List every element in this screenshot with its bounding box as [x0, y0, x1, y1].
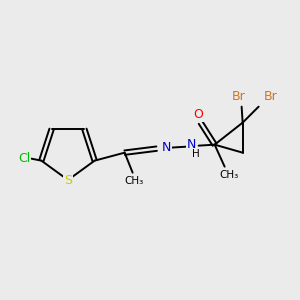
Text: N: N [187, 138, 196, 151]
Text: Br: Br [264, 90, 278, 103]
Text: CH₃: CH₃ [124, 176, 143, 186]
Text: O: O [194, 108, 204, 121]
Text: CH₃: CH₃ [219, 170, 238, 180]
Text: S: S [64, 175, 72, 188]
Text: N: N [162, 141, 171, 154]
Text: Cl: Cl [18, 152, 31, 165]
Text: Br: Br [232, 90, 245, 103]
Text: H: H [192, 149, 200, 159]
